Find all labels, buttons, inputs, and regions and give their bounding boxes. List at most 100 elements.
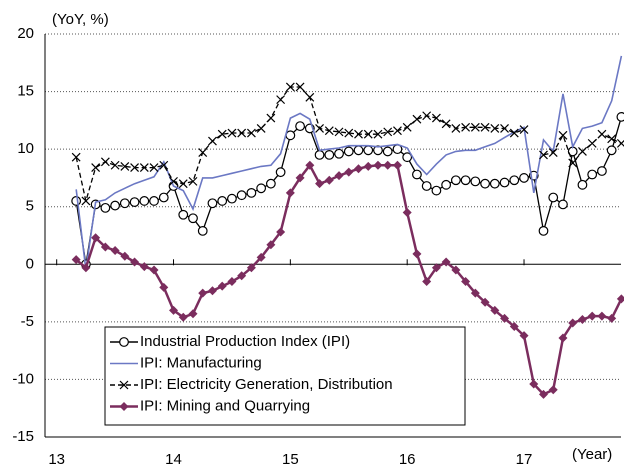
marker — [236, 190, 247, 201]
marker — [489, 178, 500, 189]
marker — [412, 249, 422, 259]
marker — [110, 160, 120, 170]
marker — [188, 309, 198, 319]
marker — [169, 305, 179, 315]
marker — [178, 209, 189, 220]
marker — [509, 175, 520, 186]
marker — [363, 161, 373, 171]
marker — [208, 136, 217, 146]
marker — [149, 196, 159, 206]
marker — [71, 255, 81, 265]
marker — [295, 82, 305, 92]
marker — [246, 128, 256, 138]
marker — [71, 152, 81, 162]
marker — [548, 385, 558, 395]
marker — [237, 271, 247, 281]
y-tick-label: 10 — [17, 140, 34, 157]
marker — [578, 147, 587, 156]
marker — [383, 160, 393, 170]
marker — [461, 277, 471, 287]
marker — [480, 122, 490, 132]
marker — [606, 145, 617, 156]
marker — [246, 187, 257, 198]
marker — [441, 257, 451, 267]
y-tick-label: -5 — [21, 313, 34, 330]
marker — [237, 128, 247, 138]
marker — [159, 160, 169, 170]
marker — [353, 145, 364, 156]
marker — [178, 312, 188, 322]
legend-label: IPI: Mining and Quarrying — [140, 397, 310, 414]
marker — [344, 167, 354, 177]
marker — [256, 252, 266, 262]
marker — [431, 113, 441, 123]
marker — [539, 150, 548, 160]
marker — [198, 148, 208, 158]
marker — [227, 277, 237, 287]
marker — [402, 152, 413, 163]
marker — [265, 178, 276, 189]
marker — [158, 192, 169, 203]
marker — [227, 128, 237, 138]
marker — [276, 227, 286, 237]
marker — [159, 282, 169, 292]
marker — [509, 128, 519, 138]
marker — [441, 119, 451, 129]
marker — [344, 128, 354, 138]
marker — [461, 122, 471, 132]
marker — [421, 181, 432, 191]
legend-label: IPI: Electricity Generation, Distributio… — [140, 376, 393, 393]
marker — [382, 146, 393, 157]
marker — [373, 129, 383, 139]
marker — [285, 130, 296, 141]
marker — [616, 112, 624, 122]
marker — [217, 129, 227, 139]
marker — [441, 179, 452, 190]
marker — [402, 122, 412, 132]
x-tick-label: 13 — [48, 451, 65, 466]
marker — [169, 176, 178, 186]
legend-label: IPI: Manufacturing — [140, 354, 262, 371]
marker — [480, 297, 490, 307]
marker — [568, 158, 578, 168]
marker — [500, 313, 510, 323]
x-tick-label: 16 — [399, 451, 416, 466]
marker — [354, 129, 363, 139]
marker — [285, 188, 295, 198]
series-line — [75, 55, 623, 271]
series-line — [75, 116, 623, 265]
marker — [363, 129, 373, 139]
marker — [499, 177, 510, 188]
marker — [519, 173, 529, 183]
marker — [285, 82, 295, 92]
marker — [529, 379, 539, 389]
marker — [266, 113, 276, 123]
y-tick-label: -15 — [12, 428, 34, 445]
marker — [422, 277, 432, 287]
marker — [324, 149, 335, 160]
marker — [130, 257, 140, 267]
marker — [538, 225, 549, 236]
marker — [71, 196, 82, 206]
marker — [500, 123, 509, 133]
marker — [343, 146, 354, 157]
marker — [275, 167, 286, 178]
marker — [587, 138, 597, 148]
marker — [295, 121, 305, 132]
marker — [295, 173, 305, 183]
marker — [81, 196, 91, 206]
marker — [597, 129, 607, 139]
marker — [402, 207, 412, 217]
marker — [314, 149, 325, 160]
marker — [119, 380, 129, 390]
marker — [431, 263, 441, 273]
marker — [587, 169, 598, 180]
marker — [227, 193, 237, 204]
marker — [315, 123, 324, 133]
marker — [577, 315, 587, 325]
marker — [334, 171, 344, 181]
marker — [139, 262, 149, 272]
y-axis-label: (YoY, %) — [52, 11, 109, 28]
marker — [120, 161, 130, 171]
marker — [139, 196, 150, 206]
